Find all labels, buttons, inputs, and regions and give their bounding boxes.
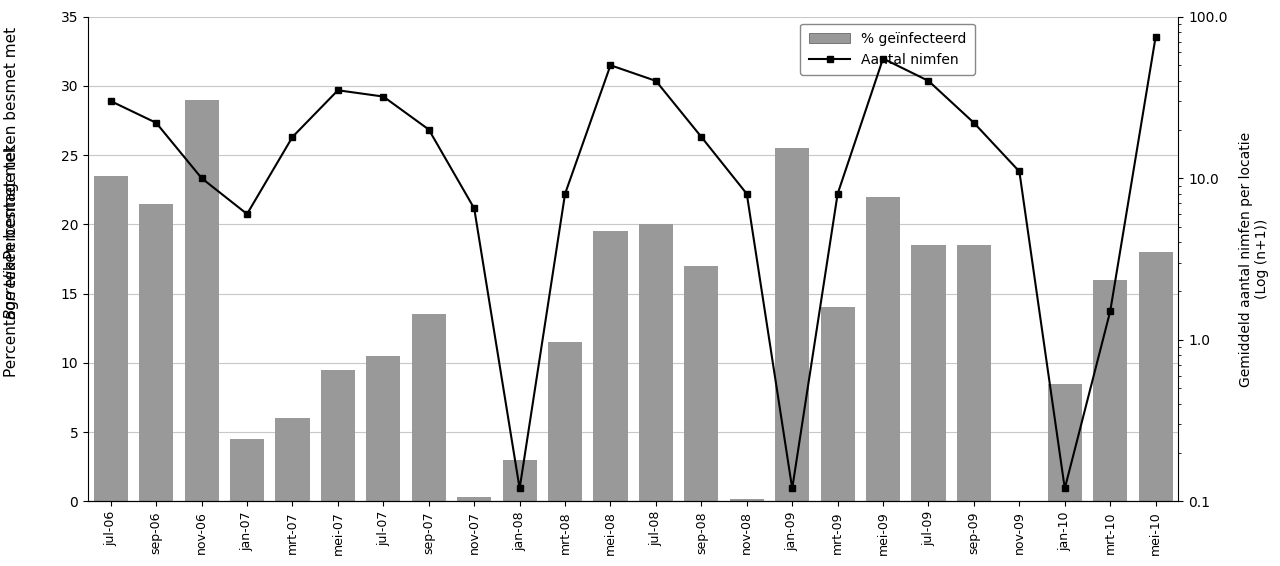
Bar bbox=[957, 245, 991, 501]
Bar bbox=[911, 245, 946, 501]
Bar bbox=[321, 370, 355, 501]
Bar bbox=[457, 497, 492, 501]
Text: Borrelia: Borrelia bbox=[4, 259, 19, 319]
Bar bbox=[140, 204, 173, 501]
Bar bbox=[776, 148, 809, 501]
Legend: % geïnfecteerd, Aantal nimfen: % geïnfecteerd, Aantal nimfen bbox=[800, 24, 975, 75]
Y-axis label: Gemiddeld aantal nimfen per locatie
(Log (n+1)): Gemiddeld aantal nimfen per locatie (Log… bbox=[1239, 131, 1268, 387]
Bar bbox=[548, 342, 582, 501]
Bar bbox=[412, 314, 445, 501]
Bar bbox=[1048, 384, 1082, 501]
Bar bbox=[1093, 280, 1128, 501]
Bar bbox=[867, 196, 900, 501]
Bar bbox=[730, 499, 764, 501]
Bar bbox=[594, 231, 627, 501]
Bar bbox=[366, 356, 401, 501]
Bar bbox=[230, 439, 264, 501]
Bar bbox=[275, 418, 310, 501]
Bar bbox=[184, 100, 219, 501]
Bar bbox=[820, 307, 855, 501]
Bar bbox=[639, 224, 673, 501]
Bar bbox=[503, 460, 536, 501]
Bar bbox=[93, 176, 128, 501]
Text: Percentage teken besmet met: Percentage teken besmet met bbox=[4, 17, 19, 259]
Bar bbox=[1139, 252, 1172, 501]
Bar bbox=[685, 266, 718, 501]
Text: Percentage teken besmet met: Percentage teken besmet met bbox=[4, 140, 19, 378]
